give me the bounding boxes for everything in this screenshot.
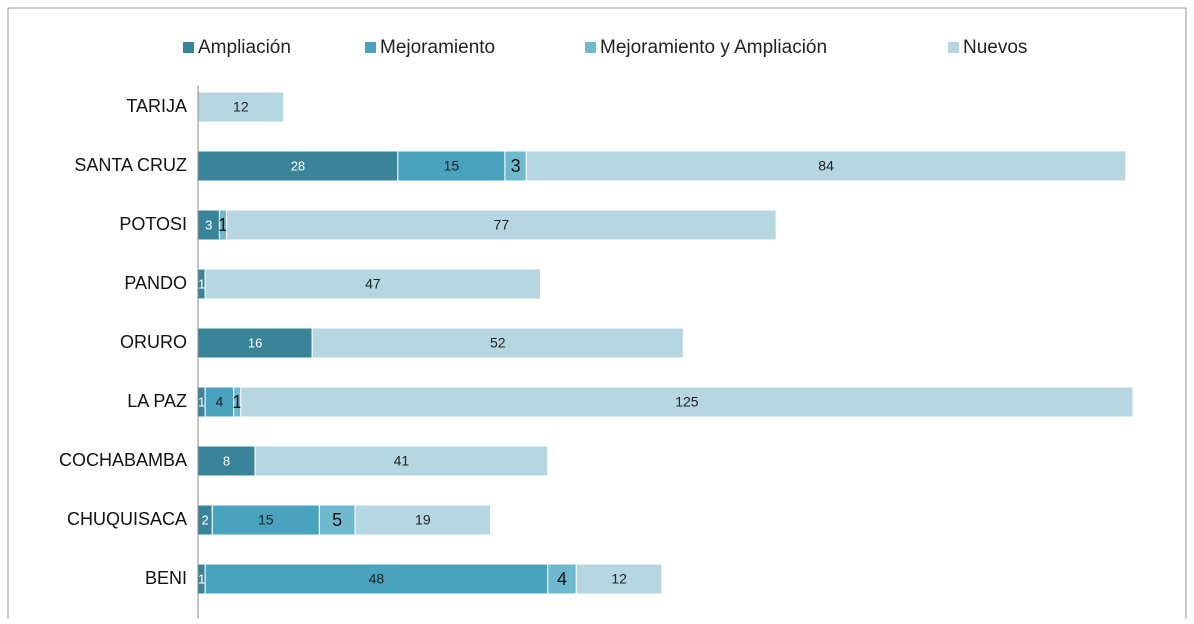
value-label: 48 [369, 571, 385, 587]
legend-swatch [183, 42, 194, 53]
category-label: COCHABAMBA [59, 450, 187, 470]
legend-label: Mejoramiento [380, 37, 495, 58]
value-label: 19 [415, 512, 431, 528]
value-label: 1 [198, 571, 205, 586]
value-label: 12 [233, 99, 249, 115]
bar-segment [525, 150, 1127, 182]
value-label: 52 [490, 335, 506, 351]
bar-segment [204, 268, 542, 300]
category-label: TARIJA [126, 96, 187, 116]
value-label: 15 [444, 158, 460, 174]
value-label: 4 [216, 394, 224, 410]
value-label: 84 [818, 158, 834, 174]
value-label: 16 [248, 335, 262, 350]
bar-segment [397, 150, 506, 182]
value-label: 3 [511, 156, 521, 176]
bar-segment [254, 445, 549, 477]
legend-label: Mejoramiento y Ampliación [600, 37, 827, 58]
legend-label: Nuevos [963, 37, 1027, 58]
legend-swatch [365, 42, 376, 53]
category-label: SANTA CRUZ [74, 155, 187, 175]
value-label: 5 [332, 510, 342, 530]
value-label: 2 [202, 512, 209, 527]
legend-swatch [585, 42, 596, 53]
value-label: 77 [494, 217, 510, 233]
value-label: 15 [258, 512, 274, 528]
category-label: BENI [145, 568, 187, 588]
category-label: POTOSI [119, 214, 187, 234]
bar-segment [204, 563, 549, 595]
value-label: 1 [218, 215, 228, 235]
value-label: 28 [291, 158, 305, 173]
bar-segment [197, 150, 399, 182]
bar-segment [226, 209, 777, 241]
bar-segment [197, 327, 313, 359]
category-label: LA PAZ [127, 391, 187, 411]
legend-label: Ampliación [198, 37, 291, 58]
value-label: 1 [198, 276, 205, 291]
bar-segment [211, 504, 320, 536]
value-label: 1 [232, 392, 242, 412]
value-label: 8 [223, 453, 230, 468]
bar-segment [311, 327, 684, 359]
bar-segment [354, 504, 492, 536]
value-label: 12 [611, 571, 627, 587]
bar-segment [197, 91, 285, 123]
value-label: 125 [675, 394, 699, 410]
category-label: ORURO [120, 332, 187, 352]
bar-segment [318, 504, 356, 536]
bar-segment [575, 563, 663, 595]
value-label: 41 [394, 453, 410, 469]
category-label: PANDO [124, 273, 187, 293]
bar-segment [240, 386, 1134, 418]
value-label: 47 [365, 276, 381, 292]
value-label: 3 [205, 217, 212, 232]
value-label: 4 [557, 569, 567, 589]
category-label: CHUQUISACA [67, 509, 187, 529]
legend-swatch [948, 42, 959, 53]
value-label: 1 [198, 394, 205, 409]
